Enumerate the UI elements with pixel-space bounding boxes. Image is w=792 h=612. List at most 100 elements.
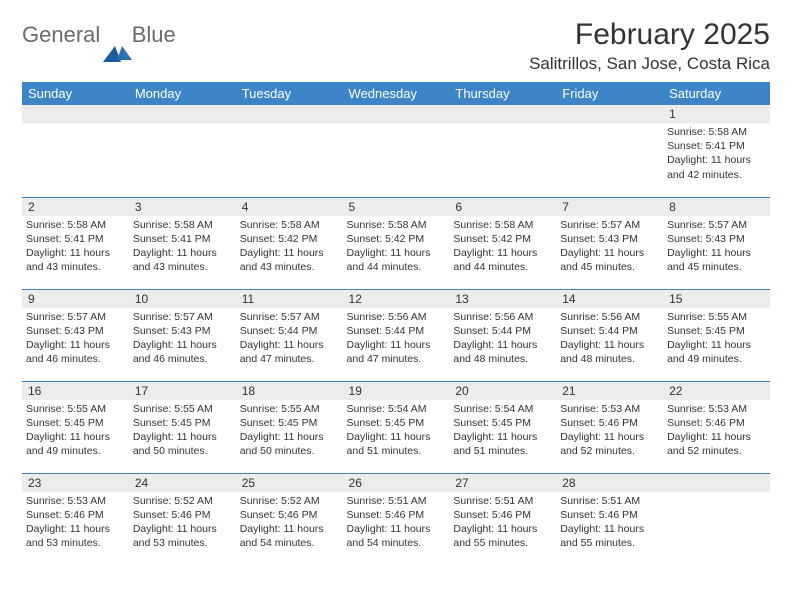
calendar-cell: 24Sunrise: 5:52 AMSunset: 5:46 PMDayligh…: [129, 473, 236, 565]
calendar-cell: 11Sunrise: 5:57 AMSunset: 5:44 PMDayligh…: [236, 289, 343, 381]
day-info: Sunrise: 5:57 AMSunset: 5:43 PMDaylight:…: [129, 308, 236, 369]
day-number: 4: [236, 198, 343, 216]
calendar-cell: 9Sunrise: 5:57 AMSunset: 5:43 PMDaylight…: [22, 289, 129, 381]
calendar-week-row: 9Sunrise: 5:57 AMSunset: 5:43 PMDaylight…: [22, 289, 770, 381]
calendar-table: SundayMondayTuesdayWednesdayThursdayFrid…: [22, 82, 770, 565]
day-number: 27: [449, 474, 556, 492]
calendar-cell: 23Sunrise: 5:53 AMSunset: 5:46 PMDayligh…: [22, 473, 129, 565]
calendar-week-row: 1Sunrise: 5:58 AMSunset: 5:41 PMDaylight…: [22, 105, 770, 197]
day-info: Sunrise: 5:51 AMSunset: 5:46 PMDaylight:…: [449, 492, 556, 553]
day-number: 23: [22, 474, 129, 492]
calendar-header-row: SundayMondayTuesdayWednesdayThursdayFrid…: [22, 82, 770, 105]
calendar-cell: 14Sunrise: 5:56 AMSunset: 5:44 PMDayligh…: [556, 289, 663, 381]
day-info: Sunrise: 5:58 AMSunset: 5:41 PMDaylight:…: [663, 123, 770, 184]
day-info: Sunrise: 5:55 AMSunset: 5:45 PMDaylight:…: [129, 400, 236, 461]
day-info: Sunrise: 5:51 AMSunset: 5:46 PMDaylight:…: [556, 492, 663, 553]
empty-day: [449, 105, 556, 123]
day-info: Sunrise: 5:56 AMSunset: 5:44 PMDaylight:…: [556, 308, 663, 369]
day-number: 11: [236, 290, 343, 308]
day-info: Sunrise: 5:56 AMSunset: 5:44 PMDaylight:…: [343, 308, 450, 369]
calendar-cell: 8Sunrise: 5:57 AMSunset: 5:43 PMDaylight…: [663, 197, 770, 289]
weekday-header: Tuesday: [236, 82, 343, 105]
calendar-cell: 7Sunrise: 5:57 AMSunset: 5:43 PMDaylight…: [556, 197, 663, 289]
day-number: 19: [343, 382, 450, 400]
header: General Blue February 2025 Salitrillos, …: [22, 18, 770, 74]
logo: General Blue: [22, 18, 176, 47]
day-info: Sunrise: 5:56 AMSunset: 5:44 PMDaylight:…: [449, 308, 556, 369]
calendar-cell: [449, 105, 556, 197]
calendar-cell: 12Sunrise: 5:56 AMSunset: 5:44 PMDayligh…: [343, 289, 450, 381]
day-info: Sunrise: 5:53 AMSunset: 5:46 PMDaylight:…: [663, 400, 770, 461]
calendar-cell: 16Sunrise: 5:55 AMSunset: 5:45 PMDayligh…: [22, 381, 129, 473]
day-number: 2: [22, 198, 129, 216]
day-info: Sunrise: 5:52 AMSunset: 5:46 PMDaylight:…: [236, 492, 343, 553]
day-number: 26: [343, 474, 450, 492]
weekday-header: Wednesday: [343, 82, 450, 105]
day-number: 8: [663, 198, 770, 216]
day-info: Sunrise: 5:57 AMSunset: 5:44 PMDaylight:…: [236, 308, 343, 369]
weekday-header: Sunday: [22, 82, 129, 105]
day-number: 16: [22, 382, 129, 400]
day-number: 22: [663, 382, 770, 400]
day-info: Sunrise: 5:58 AMSunset: 5:42 PMDaylight:…: [236, 216, 343, 277]
empty-day: [129, 105, 236, 123]
calendar-cell: 6Sunrise: 5:58 AMSunset: 5:42 PMDaylight…: [449, 197, 556, 289]
logo-text-blue: Blue: [132, 22, 176, 47]
calendar-cell: [22, 105, 129, 197]
day-info: Sunrise: 5:55 AMSunset: 5:45 PMDaylight:…: [22, 400, 129, 461]
day-number: 20: [449, 382, 556, 400]
empty-day: [236, 105, 343, 123]
day-number: 7: [556, 198, 663, 216]
empty-day: [343, 105, 450, 123]
day-number: 18: [236, 382, 343, 400]
calendar-cell: [236, 105, 343, 197]
day-info: Sunrise: 5:53 AMSunset: 5:46 PMDaylight:…: [22, 492, 129, 553]
logo-text-gray: General: [22, 22, 100, 47]
day-number: 14: [556, 290, 663, 308]
empty-day: [22, 105, 129, 123]
day-info: Sunrise: 5:54 AMSunset: 5:45 PMDaylight:…: [449, 400, 556, 461]
weekday-header: Monday: [129, 82, 236, 105]
day-info: Sunrise: 5:57 AMSunset: 5:43 PMDaylight:…: [663, 216, 770, 277]
day-info: Sunrise: 5:58 AMSunset: 5:42 PMDaylight:…: [449, 216, 556, 277]
day-number: 9: [22, 290, 129, 308]
day-number: 3: [129, 198, 236, 216]
calendar-cell: 15Sunrise: 5:55 AMSunset: 5:45 PMDayligh…: [663, 289, 770, 381]
day-info: Sunrise: 5:58 AMSunset: 5:41 PMDaylight:…: [129, 216, 236, 277]
calendar-week-row: 16Sunrise: 5:55 AMSunset: 5:45 PMDayligh…: [22, 381, 770, 473]
day-number: 15: [663, 290, 770, 308]
calendar-cell: 27Sunrise: 5:51 AMSunset: 5:46 PMDayligh…: [449, 473, 556, 565]
calendar-cell: [343, 105, 450, 197]
day-number: 24: [129, 474, 236, 492]
day-number: 10: [129, 290, 236, 308]
logo-sail-icon: [117, 29, 132, 60]
calendar-cell: 4Sunrise: 5:58 AMSunset: 5:42 PMDaylight…: [236, 197, 343, 289]
calendar-cell: 10Sunrise: 5:57 AMSunset: 5:43 PMDayligh…: [129, 289, 236, 381]
day-info: Sunrise: 5:57 AMSunset: 5:43 PMDaylight:…: [556, 216, 663, 277]
day-number: 17: [129, 382, 236, 400]
calendar-cell: 22Sunrise: 5:53 AMSunset: 5:46 PMDayligh…: [663, 381, 770, 473]
day-info: Sunrise: 5:54 AMSunset: 5:45 PMDaylight:…: [343, 400, 450, 461]
calendar-cell: 17Sunrise: 5:55 AMSunset: 5:45 PMDayligh…: [129, 381, 236, 473]
calendar-cell: 18Sunrise: 5:55 AMSunset: 5:45 PMDayligh…: [236, 381, 343, 473]
day-number: 6: [449, 198, 556, 216]
calendar-cell: 19Sunrise: 5:54 AMSunset: 5:45 PMDayligh…: [343, 381, 450, 473]
calendar-cell: [129, 105, 236, 197]
day-number: 25: [236, 474, 343, 492]
day-number: 5: [343, 198, 450, 216]
calendar-cell: 25Sunrise: 5:52 AMSunset: 5:46 PMDayligh…: [236, 473, 343, 565]
day-info: Sunrise: 5:58 AMSunset: 5:41 PMDaylight:…: [22, 216, 129, 277]
calendar-cell: 3Sunrise: 5:58 AMSunset: 5:41 PMDaylight…: [129, 197, 236, 289]
calendar-week-row: 23Sunrise: 5:53 AMSunset: 5:46 PMDayligh…: [22, 473, 770, 565]
calendar-cell: [556, 105, 663, 197]
weekday-header: Saturday: [663, 82, 770, 105]
calendar-body: 1Sunrise: 5:58 AMSunset: 5:41 PMDaylight…: [22, 105, 770, 565]
day-info: Sunrise: 5:51 AMSunset: 5:46 PMDaylight:…: [343, 492, 450, 553]
day-info: Sunrise: 5:52 AMSunset: 5:46 PMDaylight:…: [129, 492, 236, 553]
weekday-header: Thursday: [449, 82, 556, 105]
calendar-week-row: 2Sunrise: 5:58 AMSunset: 5:41 PMDaylight…: [22, 197, 770, 289]
day-number: 13: [449, 290, 556, 308]
calendar-cell: 21Sunrise: 5:53 AMSunset: 5:46 PMDayligh…: [556, 381, 663, 473]
calendar-cell: 28Sunrise: 5:51 AMSunset: 5:46 PMDayligh…: [556, 473, 663, 565]
empty-day: [556, 105, 663, 123]
